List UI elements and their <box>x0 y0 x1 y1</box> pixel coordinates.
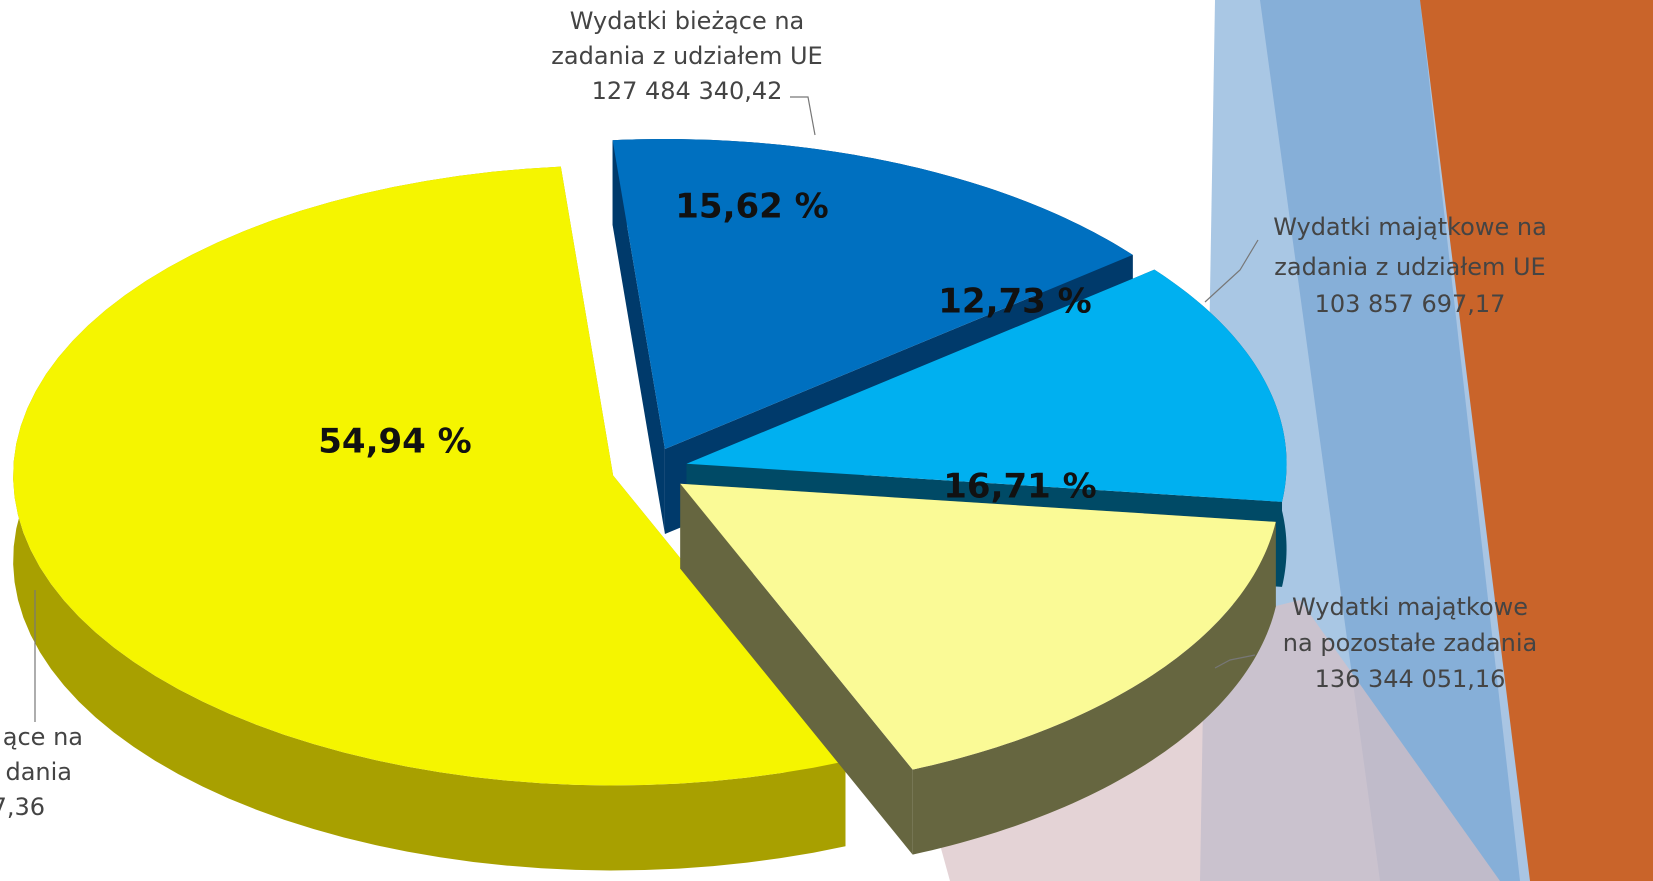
slice-wall <box>612 140 665 535</box>
value-label: 16,71 % <box>943 467 1096 507</box>
category-label: 103 857 697,17 <box>1315 290 1506 318</box>
slice <box>680 483 1276 855</box>
category-label: dania <box>5 758 72 786</box>
slice-top <box>686 269 1287 502</box>
slice-top <box>612 139 1133 450</box>
slice-side <box>912 521 1276 855</box>
category-label: zadania z udziałem UE <box>1274 253 1545 281</box>
category-label: zadania z udziałem UE <box>551 42 822 70</box>
category-label: Wydatki majątkowe na <box>1273 213 1547 241</box>
decor-blue-2 <box>1260 0 1560 881</box>
slice-wall <box>680 483 913 855</box>
value-label: 54,94 % <box>318 422 471 462</box>
value-label: 12,73 % <box>938 282 1091 322</box>
slice <box>13 166 846 871</box>
category-label: Wydatki bieżące na <box>570 7 805 35</box>
leader-line <box>1214 654 1256 669</box>
pie <box>13 139 1287 871</box>
leader-line <box>790 96 816 136</box>
leader-line <box>1204 239 1259 303</box>
slice-top <box>680 483 1276 770</box>
slice-side <box>13 166 846 871</box>
category-label: na pozostałe zadania <box>1283 629 1537 657</box>
category-label: 127 484 340,42 <box>592 77 783 105</box>
decor-orange <box>1420 0 1653 881</box>
slice-top <box>13 166 846 786</box>
category-label: Wydatki majątkowe <box>1292 593 1528 621</box>
category-label: 136 344 051,16 <box>1315 665 1506 693</box>
value-label: 15,62 % <box>675 187 828 227</box>
category-label: ące na <box>3 723 83 751</box>
category-label: 7,36 <box>0 793 45 821</box>
labels: 15,62 % Wydatki bieżące na zadania z udzia… <box>0 7 1547 821</box>
